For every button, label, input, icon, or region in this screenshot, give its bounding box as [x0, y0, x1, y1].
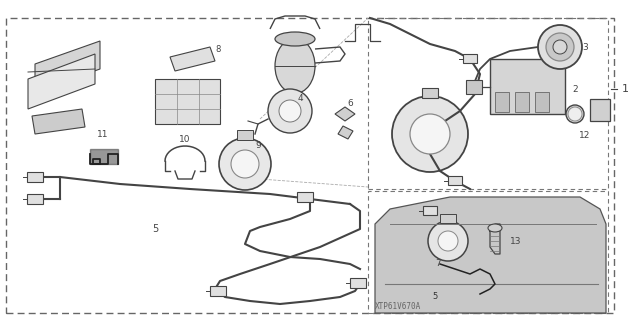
Bar: [440, 214, 456, 223]
Bar: [590, 99, 610, 121]
Text: 8: 8: [215, 44, 220, 54]
Text: 12: 12: [579, 131, 591, 140]
Polygon shape: [338, 126, 353, 139]
Circle shape: [428, 221, 468, 261]
Circle shape: [410, 114, 450, 154]
Ellipse shape: [566, 105, 584, 123]
Bar: [448, 176, 462, 185]
Circle shape: [546, 33, 574, 61]
Bar: [237, 130, 253, 140]
Bar: [535, 92, 549, 112]
Bar: [466, 80, 482, 94]
Bar: [210, 286, 226, 296]
Ellipse shape: [275, 32, 315, 46]
Text: 5: 5: [433, 292, 438, 301]
Text: 5: 5: [152, 224, 158, 234]
Polygon shape: [90, 149, 118, 164]
Bar: [422, 88, 438, 98]
Circle shape: [268, 89, 312, 133]
Text: 1: 1: [621, 84, 628, 94]
Bar: [423, 206, 437, 215]
Circle shape: [553, 40, 567, 54]
Circle shape: [219, 138, 271, 190]
Ellipse shape: [488, 224, 502, 232]
Circle shape: [279, 100, 301, 122]
Circle shape: [392, 96, 468, 172]
Bar: [368, 191, 608, 313]
Bar: [495, 92, 509, 112]
Bar: [490, 59, 565, 114]
Text: 3: 3: [582, 42, 588, 51]
Polygon shape: [375, 197, 606, 313]
Circle shape: [438, 231, 458, 251]
Text: 9: 9: [255, 141, 260, 150]
Bar: [463, 54, 477, 63]
Text: 11: 11: [97, 130, 109, 139]
Text: 13: 13: [510, 236, 522, 246]
Text: 6: 6: [347, 100, 353, 108]
Ellipse shape: [275, 39, 315, 93]
Bar: [350, 278, 366, 288]
Circle shape: [231, 150, 259, 178]
Polygon shape: [335, 107, 355, 121]
Text: 2: 2: [572, 85, 578, 93]
Text: 7: 7: [435, 259, 441, 268]
Polygon shape: [35, 41, 100, 92]
Bar: [297, 192, 313, 202]
Circle shape: [538, 25, 582, 69]
Bar: [515, 92, 529, 112]
Text: 10: 10: [179, 135, 191, 144]
Polygon shape: [28, 54, 95, 109]
Circle shape: [568, 107, 582, 121]
Bar: [368, 18, 608, 189]
Polygon shape: [170, 47, 215, 71]
Bar: [155, 79, 220, 124]
Text: XTP61V670A: XTP61V670A: [375, 302, 421, 311]
Text: 4: 4: [297, 94, 303, 103]
Polygon shape: [32, 109, 85, 134]
Bar: [27, 194, 43, 204]
Bar: [27, 172, 43, 182]
